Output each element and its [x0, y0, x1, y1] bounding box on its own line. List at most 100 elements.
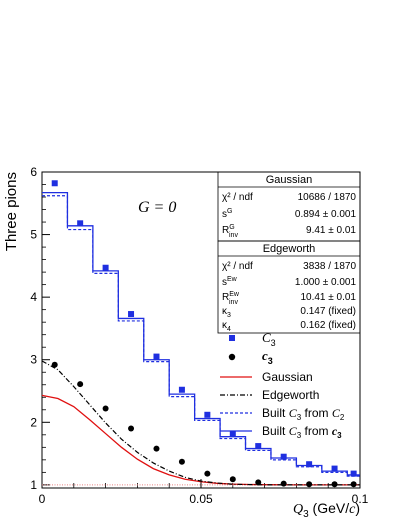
stats-gaussian-s-label: sG [222, 208, 232, 220]
stats-box-edgeworth: Edgeworth χ² / ndf 3838 / 1870 sEw 1.000… [217, 240, 361, 334]
stats-gaussian-s-sym: s [222, 209, 227, 220]
point-c3 [102, 405, 109, 412]
stats-edgeworth-s-sup: Ew [227, 276, 238, 283]
legend-built-c2-prefix: Built [262, 406, 289, 420]
stats-gaussian-s-sup: G [227, 208, 232, 215]
point-c3 [255, 479, 262, 486]
legend-built-c3-end: c [332, 424, 338, 438]
legend-gaussian: Gaussian [262, 370, 313, 384]
stats-edgeworth-k4-label: κ4 [222, 320, 231, 333]
legend-c3-sub: 3 [271, 338, 276, 348]
point-c3 [51, 361, 58, 368]
stats-edgeworth-r-sym: R [222, 292, 229, 303]
annotation-g: G = 0 [138, 199, 176, 216]
legend-built-c3-C: C [289, 424, 298, 438]
stats-box-gaussian: Gaussian χ² / ndf 10686 / 1870 sG 0.894 … [217, 171, 361, 242]
x-tick-label: 0.1 [352, 492, 369, 506]
point-c3 [178, 458, 185, 465]
stats-edgeworth-k3-value: 0.147 (fixed) [300, 306, 356, 317]
stats-edgeworth-r-label: REw inv [222, 291, 240, 306]
legend-built-c3-endsub: 3 [337, 431, 342, 440]
legend-built-c2-Csub: 3 [297, 413, 302, 422]
point-C3 [255, 443, 262, 450]
point-C3 [229, 430, 236, 437]
legend-built-c2-C: C [289, 406, 298, 420]
point-C3 [51, 180, 58, 187]
point-C3 [178, 386, 185, 393]
point-C3 [280, 453, 287, 460]
legend-built-c2-end: C [332, 406, 341, 420]
stats-edgeworth-s-value: 1.000 ± 0.001 [295, 277, 357, 288]
stats-gaussian-r-sup: G [229, 224, 234, 231]
y-axis-label: Three pions [3, 172, 20, 251]
stats-gaussian-header: Gaussian [266, 174, 312, 186]
y-tick-label: 5 [30, 228, 37, 242]
stats-edgeworth-chi2-value: 3838 / 1870 [303, 261, 356, 272]
legend-built-c3-prefix: Built [262, 424, 289, 438]
x-tick-label: 0.05 [189, 492, 213, 506]
x-axis-label: Q3 (GeV/c) [293, 500, 360, 520]
stats-gaussian-chi2-value: 10686 / 1870 [298, 192, 357, 203]
point-c3 [331, 481, 338, 488]
series-built-from-c2 [42, 195, 360, 477]
series-built-from-c3 [42, 192, 360, 476]
legend: C3 c3 Gaussian Edgeworth Built C3 from C… [220, 330, 345, 440]
point-c3 [350, 481, 357, 488]
stats-edgeworth-r-sup: Ew [229, 291, 240, 298]
series-edgeworth [41, 360, 360, 486]
stats-gaussian-chi2-label: χ² / ndf [222, 192, 253, 203]
point-c3 [306, 481, 313, 488]
legend-c3: C3 [262, 330, 276, 348]
y-tick-label: 2 [30, 415, 37, 429]
point-c3 [229, 476, 236, 483]
legend-c3-sym: C [262, 330, 271, 345]
legend-marker-c3-square [229, 335, 235, 341]
axes: 1 2 3 4 5 6 0 0.05 0.1 [30, 165, 368, 506]
stats-edgeworth-k3-sym: κ [222, 306, 228, 317]
point-C3 [204, 411, 211, 418]
stats-edgeworth-k4-sym: κ [222, 320, 228, 331]
stats-gaussian-r-sub: inv [229, 232, 238, 239]
stats-gaussian-r-value: 9.41 ± 0.01 [306, 225, 356, 236]
point-C3 [306, 461, 313, 468]
legend-marker-c3-circle [228, 353, 236, 361]
legend-built-from-c3: Built C3 from c3 [262, 424, 342, 440]
stats-edgeworth-k3-sub: 3 [227, 312, 231, 319]
point-c3 [128, 425, 135, 432]
point-C3 [102, 264, 109, 271]
x-axis-label-sub: 3 [303, 509, 309, 520]
x-axis-label-var: Q [293, 502, 303, 517]
legend-c3-bold-sub: 3 [268, 356, 273, 366]
x-axis-label-unit-close: ) [355, 500, 360, 516]
point-C3 [153, 353, 160, 360]
stats-edgeworth-k4-sub: 4 [227, 326, 231, 333]
legend-built-c3-mid: from [301, 424, 332, 438]
stats-gaussian-s-value: 0.894 ± 0.001 [295, 209, 357, 220]
point-C3 [77, 220, 84, 227]
stats-edgeworth-r-sub: inv [229, 299, 238, 306]
point-C3 [128, 311, 135, 318]
stats-edgeworth-s-label: sEw [222, 276, 238, 288]
stats-gaussian-r-sym: R [222, 225, 229, 236]
y-tick-label: 4 [30, 290, 37, 304]
point-C3 [350, 470, 357, 477]
legend-built-c3-Csub: 3 [297, 431, 302, 440]
y-tick-label: 6 [30, 165, 37, 179]
point-c3 [77, 381, 84, 388]
x-tick-label: 0 [39, 492, 46, 506]
point-c3 [204, 470, 211, 477]
legend-c3-bold: c3 [262, 348, 273, 366]
stats-edgeworth-k4-value: 0.162 (fixed) [300, 320, 356, 331]
plot-area [41, 180, 360, 488]
legend-c3-bold-sym: c [262, 348, 268, 363]
point-C3 [331, 465, 338, 472]
x-axis-label-unit-c: c [349, 502, 356, 517]
stats-edgeworth-chi2-label: χ² / ndf [222, 261, 253, 272]
legend-built-c2-mid: from [301, 406, 332, 420]
stats-edgeworth-k3-label: κ3 [222, 306, 231, 319]
point-c3 [280, 480, 287, 487]
y-tick-label: 1 [30, 478, 37, 492]
stats-edgeworth-s-sym: s [222, 277, 227, 288]
x-axis-label-unit: (GeV/ [309, 500, 350, 516]
